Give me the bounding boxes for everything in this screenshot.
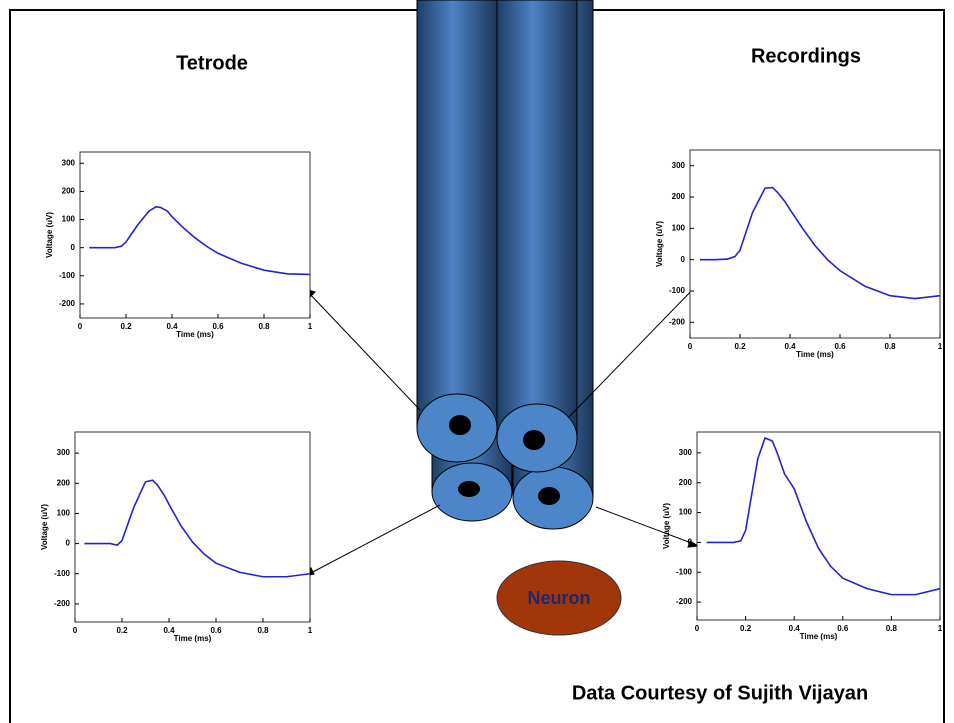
line [89,206,311,276]
y-tick-label: -100 [669,286,686,295]
x-tick-label: 0.4 [163,626,175,635]
line [706,436,941,596]
y-tick-label: 0 [66,539,71,548]
arrow [595,506,695,545]
x-tick-label: 0.8 [257,626,269,635]
y-tick-label: -200 [676,597,693,606]
y-tick-label: -100 [676,567,693,576]
chart: -200 -100 0 100 200 300 0 0.2 0.4 0.6 0.8 1 Time (ms… [662,431,943,641]
x-tick-label: 0.2 [740,624,752,633]
x-tick-label: 0 [73,626,78,635]
x-axis-label: Time (ms) [174,634,212,643]
wire-core [449,415,471,435]
x-tick-label: 0.6 [210,626,222,635]
line [700,186,941,300]
y-tick-label: 300 [62,158,76,167]
wire-core [458,481,480,497]
x-tick-label: 0.6 [212,322,224,331]
wire [496,0,578,439]
x-tick-label: 0.6 [837,624,849,633]
y-tick-label: 200 [62,186,76,195]
x-tick-label: 0 [695,624,700,633]
y-tick-label: 300 [679,448,693,457]
y-tick-label: 100 [57,509,71,518]
y-tick-label: 0 [688,538,693,547]
y-tick-label: -200 [669,317,686,326]
y-tick-label: -100 [54,569,71,578]
x-tick-label: 0 [688,342,693,351]
y-tick-label: 0 [681,255,686,264]
x-tick-label: 0 [78,322,83,331]
y-axis-label: Voltage (uV) [40,504,49,550]
arrow [307,291,421,411]
x-tick-label: 0.2 [734,342,746,351]
tetrode [416,0,594,530]
x-tick-label: 1 [938,624,943,633]
plot-frame [689,149,941,339]
x-tick-label: 0.8 [884,342,896,351]
x-axis-label: Time (ms) [176,330,214,339]
x-tick-label: 0.4 [789,624,801,633]
x-tick-label: 0.8 [886,624,898,633]
plot-frame [696,431,941,621]
chart: -200 -100 0 100 200 300 0 0.2 0.4 0.6 0.8 1 Time (ms… [45,151,313,339]
chart: -200 -100 0 100 200 300 0 0.2 0.4 0.6 0.8 1 Time (ms… [655,149,943,359]
x-tick-label: 0.4 [166,322,178,331]
x-tick-label: 0.2 [116,626,128,635]
y-tick-label: 300 [672,161,686,170]
x-tick-label: 1 [938,342,943,351]
y-tick-label: -100 [59,271,76,280]
x-tick-label: 0.6 [834,342,846,351]
arrow [308,504,441,575]
y-tick-label: 200 [672,192,686,201]
wire-core [523,430,545,450]
credit: Data Courtesy of Sujith Vijayan [572,682,868,704]
x-tick-label: 0.4 [784,342,796,351]
plot-frame [79,151,311,319]
y-tick-label: 100 [62,215,76,224]
chart: -200 -100 0 100 200 300 0 0.2 0.4 0.6 0.8 1 Time (ms… [40,431,313,643]
y-tick-label: 300 [57,448,71,457]
plot-frame [74,431,311,623]
y-axis-label: Voltage (uV) [45,212,54,258]
left-title: Tetrode [176,52,248,74]
y-axis-label: Voltage (uV) [655,221,664,267]
x-tick-label: 0.2 [120,322,132,331]
y-axis-label: Voltage (uV) [662,503,671,549]
x-axis-label: Time (ms) [800,632,838,641]
line [84,479,311,578]
neuron-label: Neuron [528,588,591,608]
y-tick-label: 100 [679,508,693,517]
x-axis-label: Time (ms) [796,350,834,359]
x-tick-label: 1 [308,322,313,331]
neuron [496,560,622,636]
y-tick-label: -200 [59,299,76,308]
y-tick-label: 0 [71,243,76,252]
right-title: Recordings [751,45,861,67]
wire-core [538,487,560,505]
wire [416,0,498,429]
y-tick-label: 100 [672,223,686,232]
y-tick-label: 200 [679,478,693,487]
y-tick-label: -200 [54,599,71,608]
y-tick-label: 200 [57,478,71,487]
arrow-head [687,540,700,548]
arrow [567,283,699,419]
x-tick-label: 1 [308,626,313,635]
x-tick-label: 0.8 [258,322,270,331]
